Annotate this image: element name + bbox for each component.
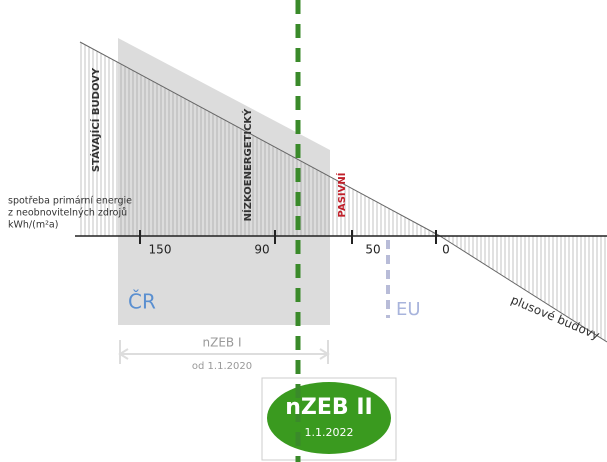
region-cz: ČR <box>128 290 156 314</box>
region-eu: EU <box>396 299 421 320</box>
nzeb1-arrow <box>118 340 330 364</box>
slope-below <box>439 235 607 343</box>
axis-ticks <box>139 230 437 244</box>
nzeb2-date: 1.1.2022 <box>305 426 354 439</box>
label-passive: PASIVNÍ <box>335 172 348 217</box>
nzeb2-title: nZEB II <box>285 395 372 420</box>
axis-title: spotřeba primární energie <box>8 196 132 207</box>
axis-title: z neobnovitelných zdrojů <box>8 208 127 219</box>
nzeb1-date: od 1.1.2020 <box>192 361 252 372</box>
tick-label: 150 <box>149 243 172 257</box>
slope <box>79 41 441 237</box>
label-existing: STÁVAJÍCÍ BUDOVY <box>89 67 102 172</box>
label-low-energy: NÍZKOENERGETICKÝ <box>241 108 254 222</box>
tick-label: 90 <box>254 243 269 257</box>
axis-title: kWh/(m²a) <box>8 220 58 231</box>
tick-label: 50 <box>365 243 380 257</box>
nzeb1-title: nZEB I <box>203 336 242 350</box>
tick-label: 0 <box>442 243 450 257</box>
